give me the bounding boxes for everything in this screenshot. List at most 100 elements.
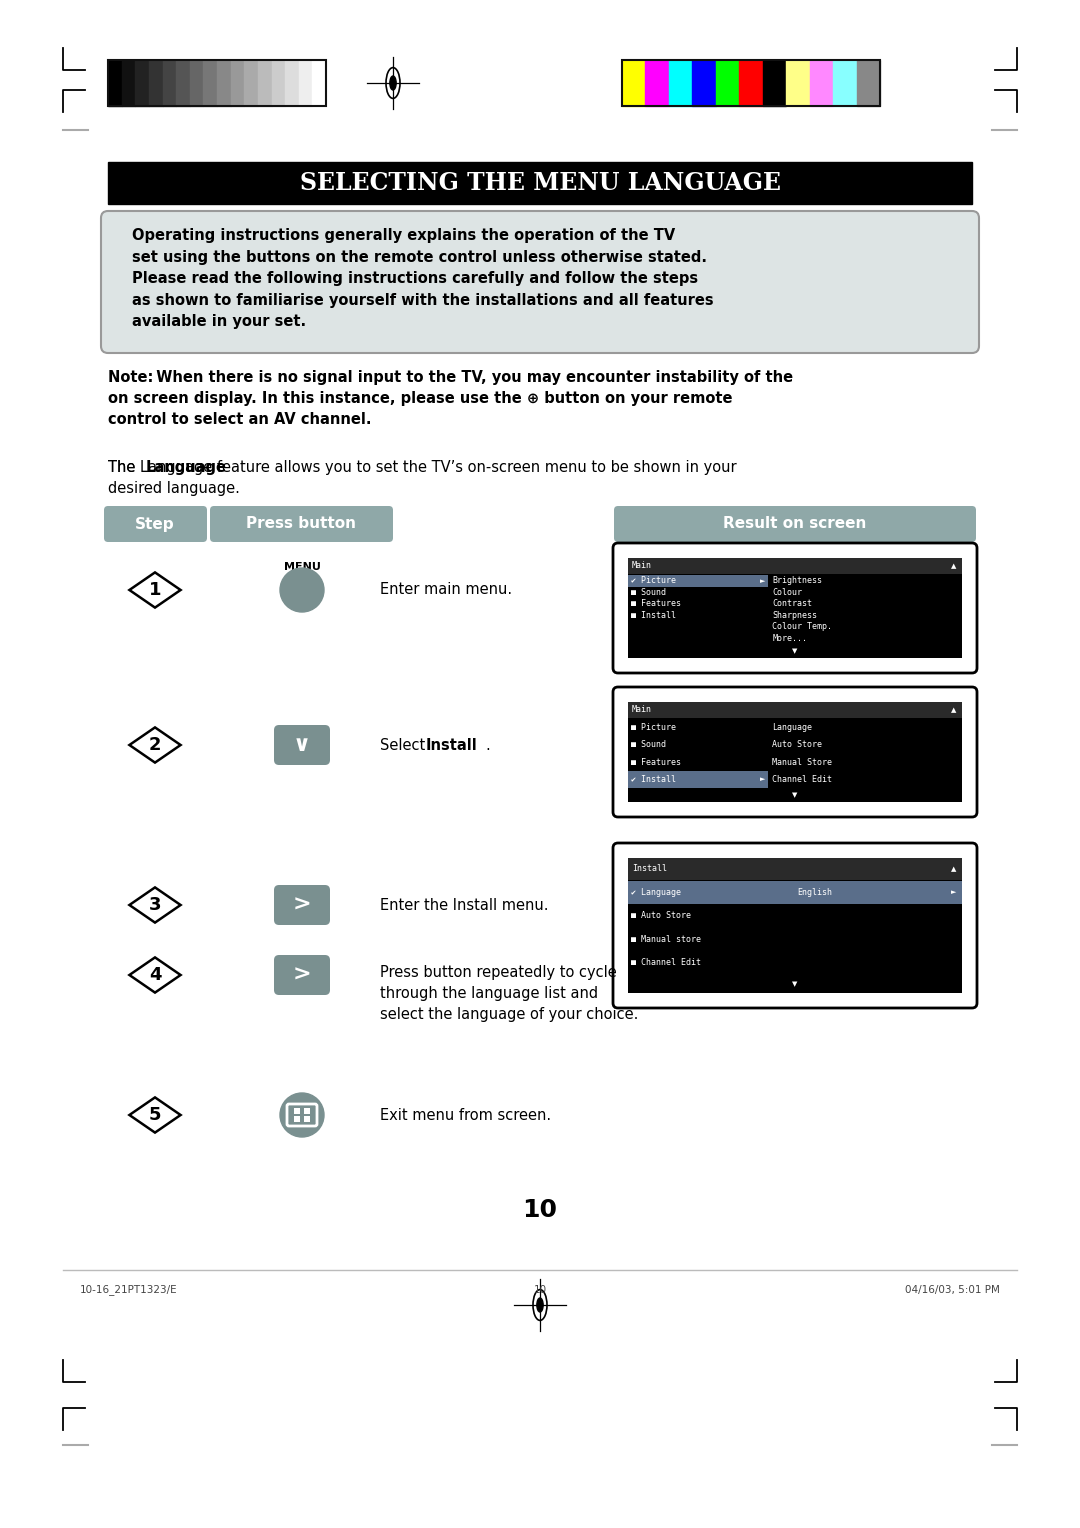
Text: 10: 10 — [534, 1285, 546, 1296]
Text: 04/16/03, 5:01 PM: 04/16/03, 5:01 PM — [905, 1285, 1000, 1296]
Bar — [108, 60, 122, 105]
Bar — [162, 60, 176, 105]
Text: ■ Sound: ■ Sound — [631, 741, 666, 749]
Text: Contrast: Contrast — [772, 599, 812, 608]
Circle shape — [280, 1093, 324, 1137]
Text: Enter main menu.: Enter main menu. — [380, 582, 512, 597]
Text: Exit menu from screen.: Exit menu from screen. — [380, 1108, 551, 1123]
Text: 10-16_21PT1323/E: 10-16_21PT1323/E — [80, 1285, 177, 1296]
Text: ▼: ▼ — [793, 648, 798, 654]
Text: Colour: Colour — [772, 588, 802, 597]
Bar — [108, 162, 972, 205]
Bar — [627, 859, 962, 880]
Text: Sharpness: Sharpness — [772, 611, 818, 620]
Bar — [203, 60, 217, 105]
Bar — [294, 1115, 300, 1122]
Text: ►: ► — [759, 578, 765, 584]
Text: 3: 3 — [149, 895, 161, 914]
Bar — [176, 60, 190, 105]
Text: Brightness: Brightness — [772, 576, 822, 585]
Text: 4: 4 — [149, 966, 161, 984]
Text: 2: 2 — [149, 736, 161, 753]
FancyBboxPatch shape — [613, 542, 977, 672]
Polygon shape — [130, 888, 180, 923]
Text: ▼: ▼ — [793, 981, 798, 987]
Bar — [231, 60, 244, 105]
Bar — [627, 558, 962, 575]
Text: ▲: ▲ — [951, 562, 957, 568]
Bar — [135, 60, 149, 105]
Ellipse shape — [537, 1297, 543, 1313]
Bar — [856, 60, 880, 105]
Bar — [627, 558, 962, 659]
Text: Result on screen: Result on screen — [724, 516, 866, 532]
Text: Install: Install — [632, 865, 667, 874]
FancyBboxPatch shape — [102, 211, 978, 353]
Text: 1: 1 — [149, 581, 161, 599]
FancyBboxPatch shape — [210, 506, 393, 542]
Text: Operating instructions generally explains the operation of the TV
set using the : Operating instructions generally explain… — [132, 228, 714, 330]
Bar — [258, 60, 271, 105]
Text: ■ Features: ■ Features — [631, 599, 681, 608]
Bar — [149, 60, 162, 105]
Text: MENU: MENU — [284, 562, 321, 571]
Bar — [303, 1115, 310, 1122]
Text: 10: 10 — [523, 1198, 557, 1222]
Bar — [740, 60, 762, 105]
FancyBboxPatch shape — [613, 688, 977, 817]
Text: Note: When there is no signal input to the TV, you may encounter instability of : Note: When there is no signal input to t… — [108, 370, 793, 426]
Text: The: The — [108, 460, 140, 475]
Text: ■ Manual store: ■ Manual store — [631, 935, 701, 944]
Text: Channel Edit: Channel Edit — [772, 775, 833, 784]
Text: Language: Language — [772, 723, 812, 732]
Text: ■ Picture: ■ Picture — [631, 723, 676, 732]
Text: .: . — [485, 738, 489, 752]
Text: Manual Store: Manual Store — [772, 758, 833, 767]
Bar — [627, 788, 962, 802]
Bar — [716, 60, 740, 105]
Bar — [627, 701, 962, 718]
Text: Language: Language — [146, 460, 227, 475]
Bar — [627, 859, 962, 993]
Text: ■ Features: ■ Features — [631, 758, 681, 767]
Text: Main: Main — [632, 706, 652, 715]
Text: ►: ► — [951, 889, 957, 895]
Bar — [627, 575, 768, 587]
FancyBboxPatch shape — [104, 506, 207, 542]
Text: >: > — [293, 895, 311, 915]
Bar — [692, 60, 716, 105]
Bar — [299, 60, 312, 105]
Text: ►: ► — [759, 776, 765, 782]
Text: ✔ Picture: ✔ Picture — [631, 576, 676, 585]
Text: ∨: ∨ — [293, 735, 311, 755]
Text: ▲: ▲ — [951, 707, 957, 714]
Text: Press button: Press button — [246, 516, 356, 532]
Bar — [622, 60, 646, 105]
Bar — [627, 880, 962, 905]
Text: Enter the Install menu.: Enter the Install menu. — [380, 897, 549, 912]
Text: ■ Install: ■ Install — [631, 611, 676, 620]
Text: SELECTING THE MENU LANGUAGE: SELECTING THE MENU LANGUAGE — [299, 171, 781, 196]
FancyBboxPatch shape — [274, 885, 330, 924]
Text: 5: 5 — [149, 1106, 161, 1125]
Polygon shape — [130, 573, 180, 608]
Bar — [271, 60, 285, 105]
Bar — [810, 60, 833, 105]
Text: Press button repeatedly to cycle
through the language list and
select the langua: Press button repeatedly to cycle through… — [380, 966, 638, 1022]
Bar — [244, 60, 258, 105]
Bar — [646, 60, 669, 105]
Bar — [669, 60, 692, 105]
Text: Auto Store: Auto Store — [772, 741, 822, 749]
Circle shape — [280, 568, 324, 613]
Text: >: > — [293, 966, 311, 986]
Text: ▼: ▼ — [793, 793, 798, 799]
Polygon shape — [130, 1097, 180, 1132]
Polygon shape — [130, 727, 180, 762]
Bar — [285, 60, 299, 105]
Text: Main: Main — [632, 561, 652, 570]
FancyBboxPatch shape — [274, 724, 330, 766]
Polygon shape — [130, 958, 180, 993]
Text: ✔ Install: ✔ Install — [631, 775, 676, 784]
Text: ■ Sound: ■ Sound — [631, 588, 666, 597]
Bar — [312, 60, 326, 105]
